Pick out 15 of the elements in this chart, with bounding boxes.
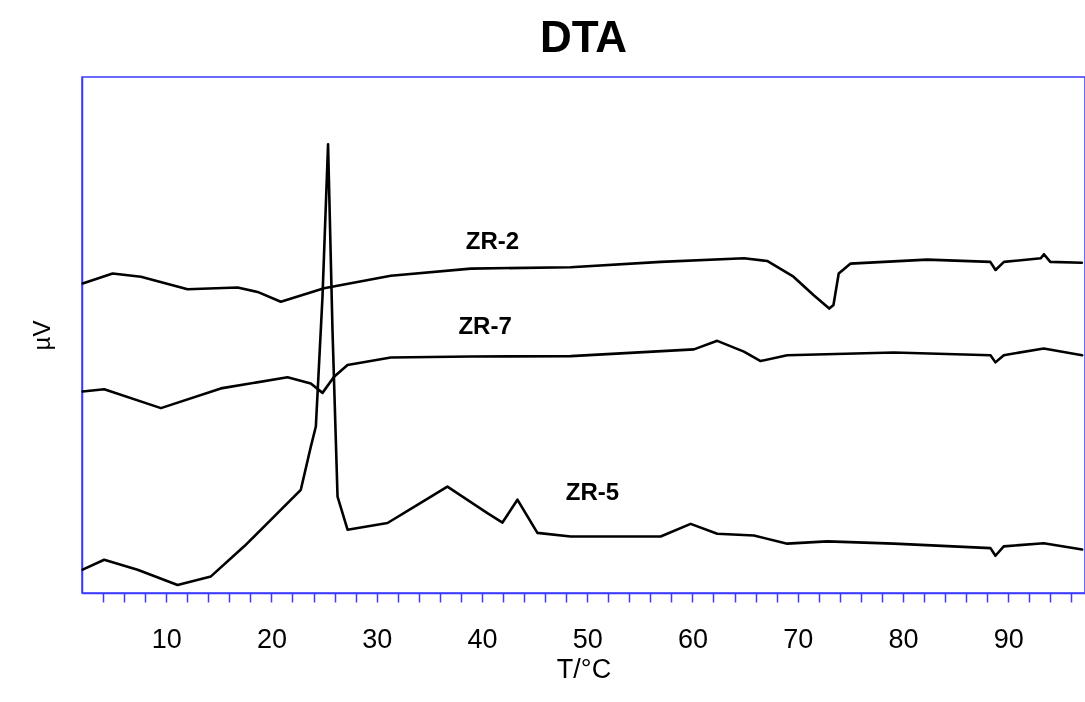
x-tick-label: 20 — [256, 623, 287, 654]
x-tick-label: 60 — [677, 623, 708, 654]
x-tick-label: 90 — [993, 623, 1024, 654]
x-tick-label: 30 — [362, 623, 393, 654]
x-axis-title: T/°C — [556, 653, 612, 684]
x-tick-label: 40 — [467, 623, 498, 654]
series-label: ZR-5 — [565, 478, 620, 506]
chart-title: DTA — [539, 12, 628, 61]
x-tick-label: 10 — [151, 623, 182, 654]
series-label: ZR-7 — [458, 311, 512, 339]
x-tick-label: 80 — [888, 623, 919, 654]
series-label: ZR-2 — [465, 226, 520, 254]
x-tick-label: 70 — [783, 623, 814, 654]
y-axis-title: µV — [27, 320, 55, 351]
x-tick-label: 50 — [572, 623, 603, 654]
